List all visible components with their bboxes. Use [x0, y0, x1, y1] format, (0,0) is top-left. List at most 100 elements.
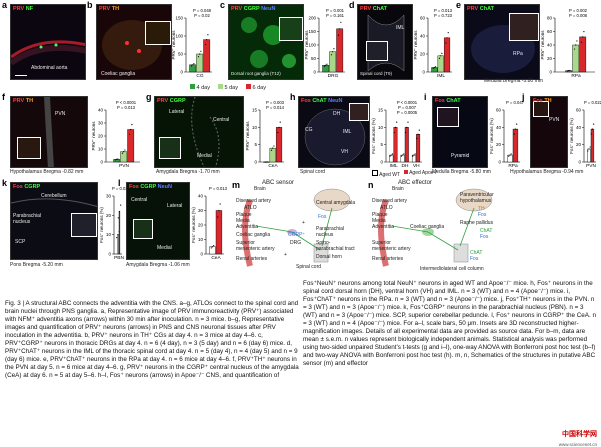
- bar-l-0-0: [210, 247, 216, 254]
- ytick-k-2: 20: [106, 213, 112, 218]
- inset-c: [279, 17, 303, 41]
- m-spinal: Spinal cord: [296, 264, 321, 270]
- dot-d-0-2-0: [445, 42, 446, 43]
- dot-b-0-0-1: [192, 64, 193, 65]
- m-brain: Brain: [254, 186, 266, 192]
- inset-d: [366, 41, 388, 61]
- dot-j-0-1-2: [593, 124, 594, 125]
- micrograph-g: PRV CGRP Lateral Central Medial: [154, 96, 244, 168]
- dot-j-0-0-1: [588, 148, 589, 149]
- n-fos1: Fos: [478, 212, 486, 218]
- label-cgrp-c: CGRP: [244, 6, 260, 12]
- label-prv-f: PRV: [13, 98, 24, 104]
- ylabel-j: Fos⁺ neurons (%): [569, 118, 574, 154]
- dot-k-0-1-2: [120, 204, 121, 205]
- label-prv-c: PRV: [231, 6, 242, 12]
- xtick-d-0: IML: [437, 73, 445, 79]
- dot-j-0-1-1: [592, 128, 593, 129]
- dot-g-0-2-2: [280, 122, 281, 123]
- n-fos2: Fos: [480, 234, 488, 240]
- xtick-h-1: DH: [402, 163, 409, 169]
- dot-b-0-2-1: [206, 39, 207, 40]
- label-cg-h: CG: [305, 127, 313, 133]
- dot-c-0-2-0: [338, 35, 339, 36]
- n-superior: Superior mesenteric artery: [372, 240, 412, 252]
- label-dh-h: DH: [333, 111, 340, 117]
- m-renal: Renal arteries: [236, 256, 267, 262]
- dot-e-0-1-1: [575, 44, 576, 45]
- inset-h: [349, 103, 369, 121]
- dot-b-0-2-2: [207, 34, 208, 35]
- ytick-g-2: 10: [252, 125, 258, 130]
- label-fos-l: Fos: [129, 184, 139, 190]
- dot-e-0-2-1: [582, 36, 583, 37]
- micrograph-j: Fos TH PVN: [530, 96, 568, 168]
- label-th-b: TH: [112, 6, 119, 12]
- dot-e-0-0-2: [569, 70, 570, 71]
- watermark-url: www.sciencenet.cn: [559, 442, 597, 447]
- dot-b-0-1-0: [198, 56, 199, 57]
- dot-h-0-1-2: [396, 122, 397, 123]
- dot-f-0-0-0: [115, 159, 116, 160]
- ytick-j-2: 40: [576, 125, 582, 130]
- dot-h-1-0-1: [402, 154, 403, 155]
- label-fos-j: Fos: [533, 98, 543, 104]
- ylabel-e: PRV⁺ neurons: [540, 30, 545, 60]
- dot-c-0-2-2: [340, 22, 341, 23]
- ylabel-g: PRV⁺ neurons: [245, 121, 250, 151]
- micrograph-i: Fos ChAT Pyramid: [432, 96, 488, 168]
- panel-letter-k: k: [2, 178, 7, 188]
- bar-b-0-1: [197, 54, 203, 72]
- region-b: Coeliac ganglia: [101, 71, 135, 77]
- bar-f-0-1: [121, 152, 127, 162]
- m-fos: Fos: [318, 214, 326, 220]
- dot-d-0-2-1: [446, 37, 447, 38]
- dot-l-0-1-2: [220, 203, 221, 204]
- micrograph-h: Fos ChAT NeuN DH CG IML VH: [298, 96, 370, 168]
- label-pyramid-i: Pyramid: [451, 153, 469, 159]
- label-central-g: Central: [213, 117, 229, 123]
- label-cgrp-k: CGRP: [24, 184, 40, 190]
- label-cgrp-g: CGRP: [170, 98, 186, 104]
- bar-c-0-1: [330, 52, 336, 72]
- dot-h-1-1-0: [405, 132, 406, 133]
- legend-days: 4 day 5 day 6 day: [190, 84, 266, 91]
- pval-d-1: P = 0.723: [434, 13, 453, 18]
- label-fos-k: Fos: [13, 184, 23, 190]
- ylabel-h: Fos⁺ neurons (%): [371, 118, 376, 154]
- dot-c-0-2-1: [339, 28, 340, 29]
- dot-f-0-1-0: [122, 153, 123, 154]
- ytick-d-1: 20: [420, 52, 426, 57]
- label-cgrp-l: CGRP: [140, 184, 156, 190]
- dot-i-0-0-2: [511, 153, 512, 154]
- region-i: Medulla Bregma -5.80 mm: [432, 169, 491, 175]
- ytick-c-2: 100: [308, 43, 316, 48]
- ytick-g-1: 5: [254, 142, 257, 147]
- xtick-j-0: PVN: [586, 163, 596, 169]
- dot-c-0-1-2: [333, 48, 334, 49]
- m-cgrp: CGRP⁺: [288, 232, 305, 238]
- label-rpa-e: RPa: [513, 51, 523, 57]
- panel-letter-a: a: [2, 0, 7, 10]
- ytick-i-0: 0: [498, 160, 501, 165]
- legend-item-wt: Aged WT: [372, 170, 400, 178]
- bar-b-0-0: [190, 65, 196, 72]
- bar-l-0-1: [216, 211, 222, 255]
- dot-k-0-1-1: [119, 211, 120, 212]
- label-neun-l: NeuN: [158, 184, 172, 190]
- xtick-k-0: PBN: [114, 255, 124, 261]
- dot-h-2-1-2: [419, 130, 420, 131]
- bar-c-0-0: [323, 65, 329, 72]
- label-prv-d: PRV: [360, 6, 371, 12]
- dot-h-0-0-1: [391, 154, 392, 155]
- ytick-b-1: 50: [178, 52, 184, 57]
- dot-f-0-0-1: [116, 159, 117, 160]
- legend-wt-apoe: Aged WT Aged Apoe-/-: [372, 170, 438, 178]
- label-scp-k: SCP: [15, 239, 25, 245]
